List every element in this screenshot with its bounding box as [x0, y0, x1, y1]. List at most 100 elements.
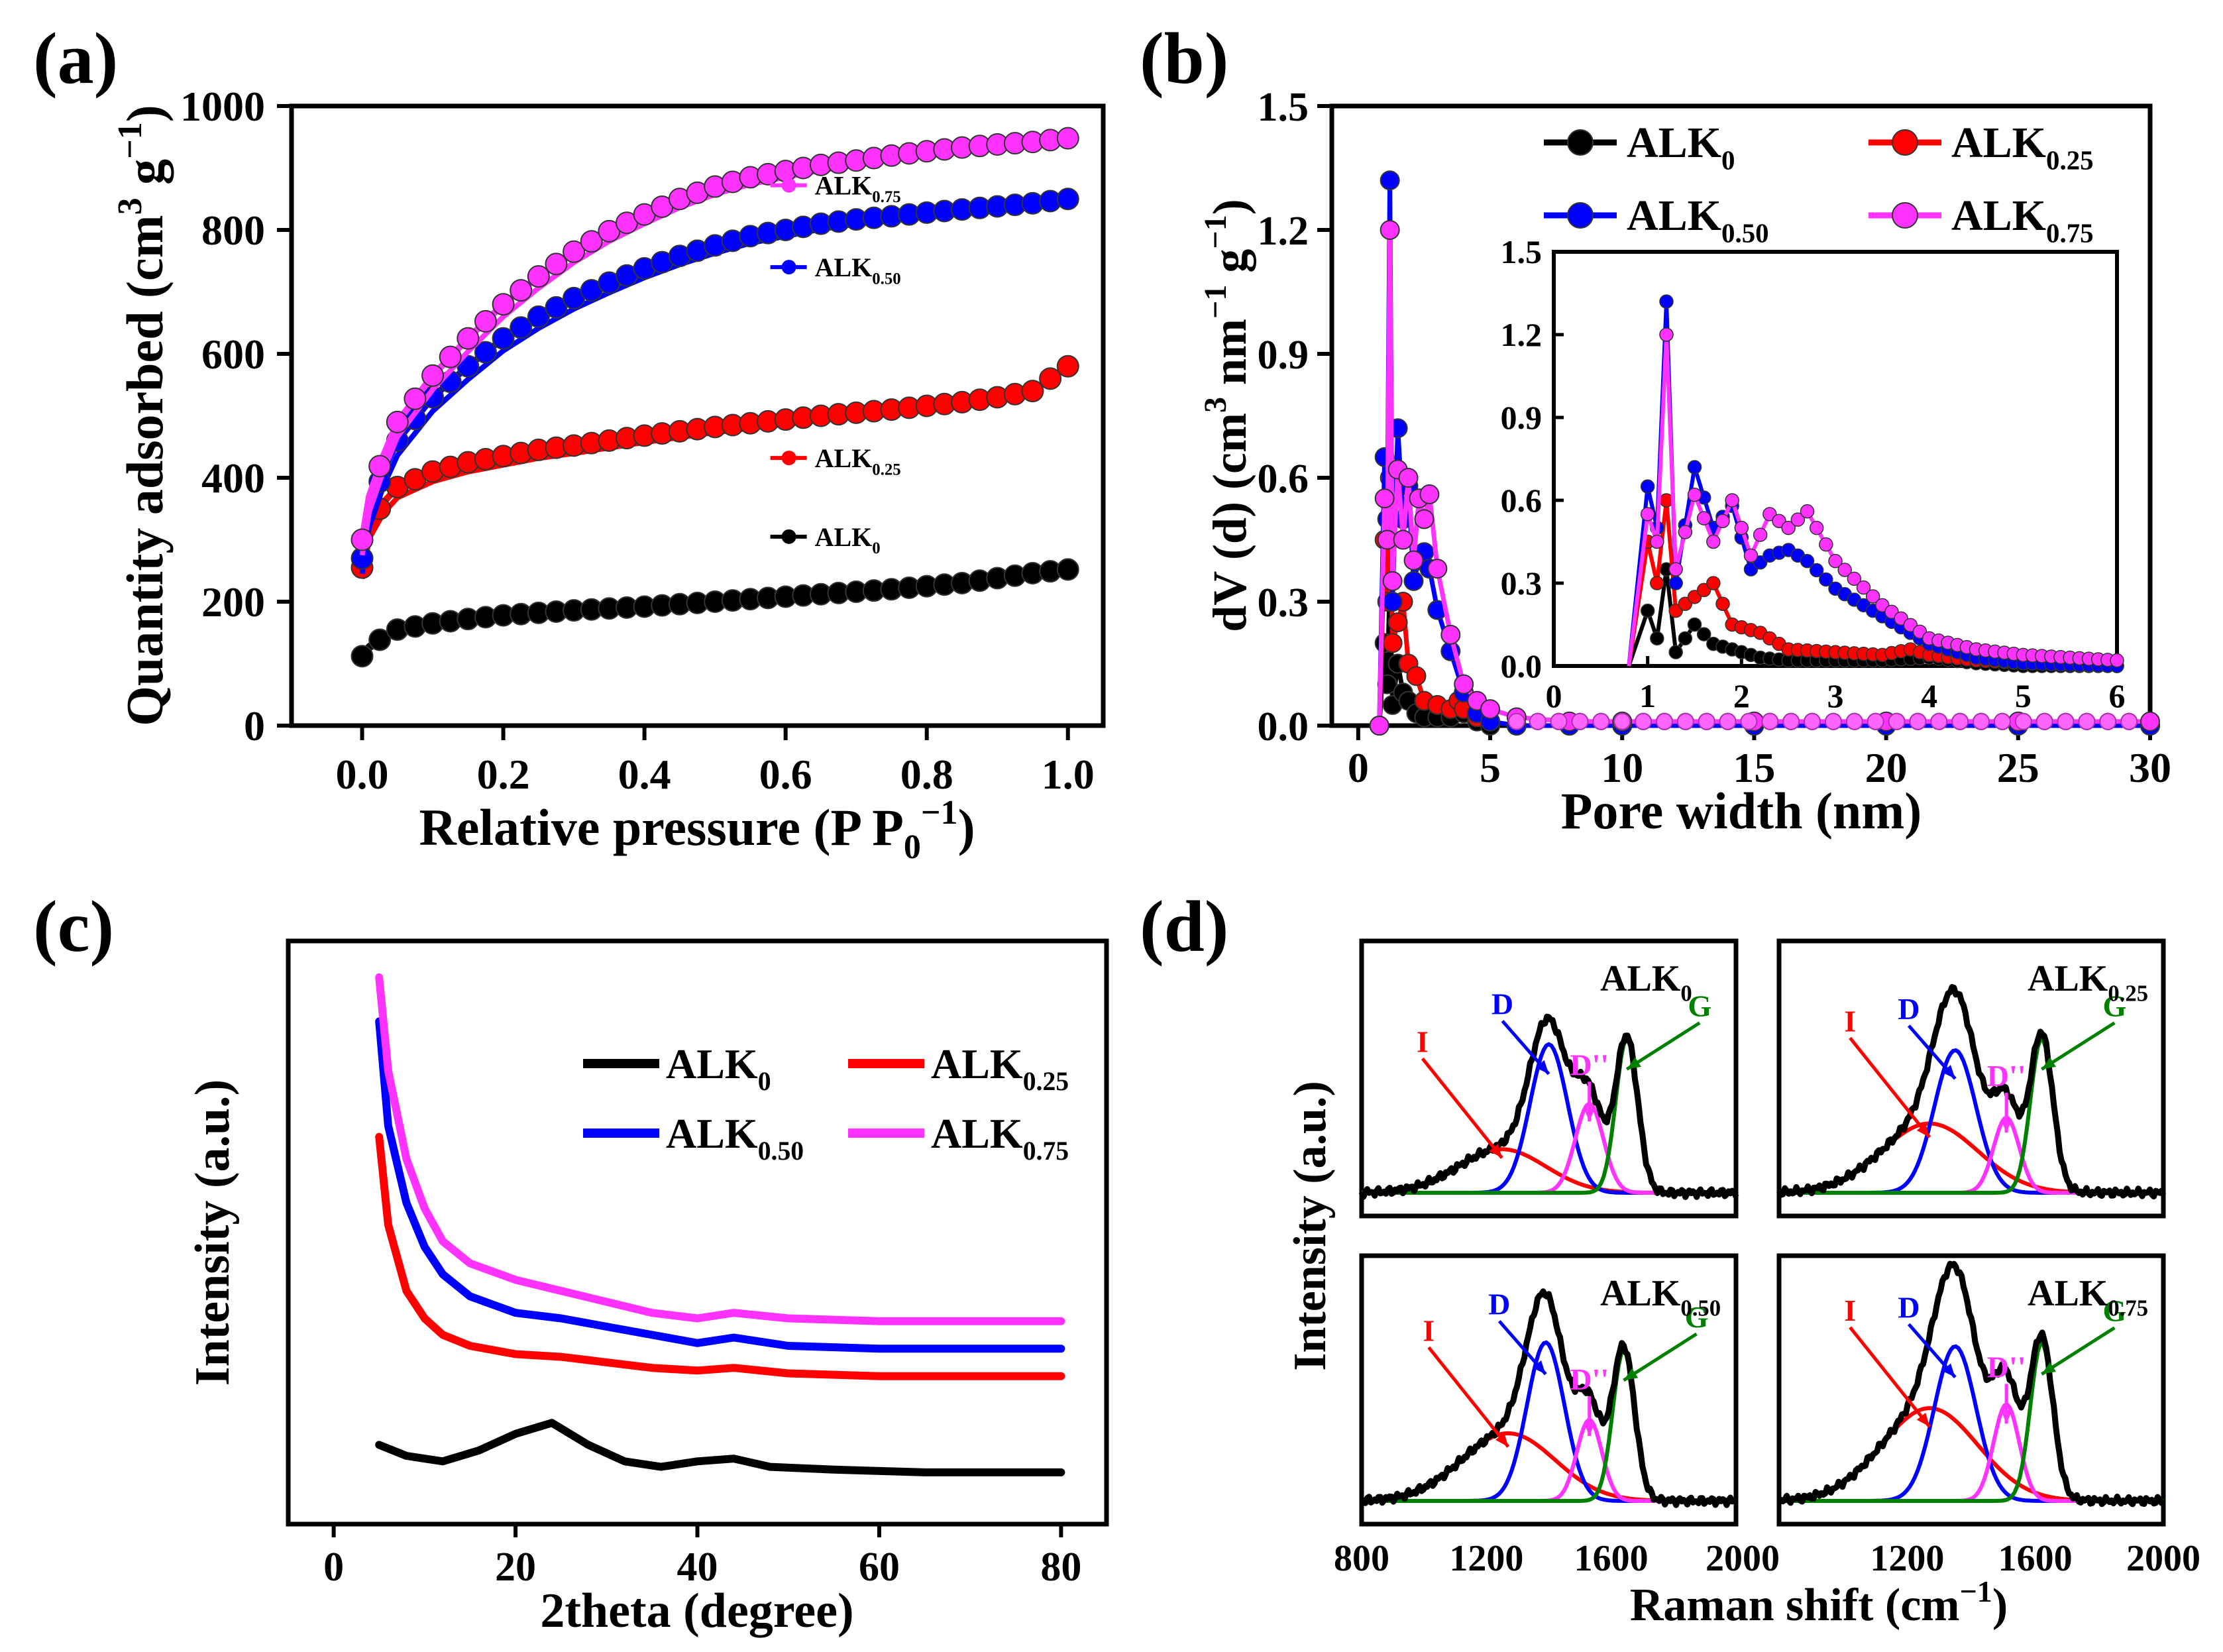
chart-b-point	[1804, 712, 1821, 730]
chart-c: 0 20 40 60 80 ALK0 ALK0.25 ALK0.50 ALK0.75 2the…	[186, 938, 1109, 1638]
chart-b-inset-point	[1706, 576, 1721, 590]
chart-d-arrowhead	[1623, 1368, 1639, 1381]
chart-b-inset-xtick-label: 4	[1921, 677, 1937, 714]
chart-b-inset-xtick-label: 2	[1733, 677, 1750, 714]
chart-b-inset-ytick-label: 0.6	[1501, 482, 1543, 519]
chart-d-envelope	[1776, 984, 2167, 1200]
chart-d-xlabel: Raman shift (cm−1)	[1630, 1574, 2008, 1631]
chart-d-peak-label: D''	[1987, 1350, 2026, 1384]
chart-b-inset-point	[1659, 294, 1674, 309]
chart-b-inset-point	[1687, 487, 1702, 502]
chart-a-legend-marker	[781, 529, 796, 544]
chart-a-point	[439, 345, 462, 368]
chart-d-envelope	[1360, 1288, 1737, 1508]
chart-b-inset-point	[1640, 479, 1655, 494]
chart-b-xtick-label: 0	[1348, 744, 1369, 791]
chart-b-inset-point	[1800, 553, 1815, 569]
chart-b-point	[1480, 699, 1501, 720]
chart-b-inset-point	[1678, 631, 1693, 646]
chart-d-arrowhead	[1584, 1108, 1596, 1122]
chart-b-xtick-label: 15	[1733, 744, 1775, 791]
chart-d-xtick-label: 1600	[1574, 1538, 1649, 1579]
chart-d-arrow-I	[1849, 1326, 1931, 1428]
chart-c-xtick-label: 20	[495, 1545, 536, 1590]
chart-a-point	[527, 265, 550, 288]
chart-b-point	[1387, 612, 1408, 633]
chart-b-legend-marker	[1567, 202, 1594, 229]
chart-b-inset-point	[1640, 603, 1655, 618]
chart-b-inset-point	[1847, 571, 1862, 586]
chart-d-xtick-label: 800	[1334, 1538, 1389, 1579]
chart-b-inset-point	[2110, 653, 2124, 668]
chart-b-inset-point	[1687, 617, 1702, 632]
chart-b-point	[1613, 712, 1631, 730]
chart-b-point	[2099, 712, 2117, 730]
chart-d-subplot-frame	[1359, 938, 1739, 1219]
chart-a-xlabel: Relative pressure (P P0−1)	[419, 794, 975, 866]
chart-d-xtick-label: 1600	[1998, 1538, 2073, 1579]
chart-d-arrowhead	[1535, 1060, 1549, 1074]
chart-b-inset-point	[1696, 627, 1711, 641]
chart-a-legend-marker	[781, 451, 796, 466]
chart-b-point	[1698, 712, 1715, 730]
chart-d-arrow-G	[1623, 1332, 1698, 1382]
chart-d-peak-label: D''	[1570, 1362, 1609, 1396]
chart-b-point	[1382, 571, 1403, 591]
chart-a-ytick-label: 0	[244, 702, 265, 749]
chart-b-inset-point	[1837, 563, 1852, 577]
chart-b-inset-point	[1696, 511, 1711, 525]
chart-a-ylabel: Quantity adsorbed (cm3 g−1)	[111, 105, 174, 726]
chart-b-point	[1440, 624, 1461, 645]
chart-d-arrowhead	[1942, 1064, 1955, 1079]
chart-b-ytick-label: 1.5	[1258, 85, 1309, 130]
chart-a-xtick-label: 0.2	[477, 751, 530, 798]
chart-b-point	[2014, 712, 2032, 730]
chart-b-inset-xtick-label: 5	[2015, 677, 2032, 714]
chart-b-legend-label: ALK0.75	[1951, 192, 2094, 248]
chart-b-xtick-label: 25	[1997, 744, 2039, 791]
chart-b-inset-point	[1725, 493, 1739, 508]
chart-a-xtick-label: 0.8	[900, 751, 953, 798]
chart-d-peak-label: I	[1844, 1294, 1856, 1327]
chart-b-point	[1427, 559, 1448, 579]
chart-b-inset-ytick-label: 1.2	[1501, 316, 1543, 353]
chart-c-xtick-label: 40	[677, 1545, 718, 1590]
chart-b-point	[1380, 170, 1400, 191]
chart-b-point	[1740, 712, 1758, 730]
chart-b-inset-point	[1706, 534, 1721, 549]
chart-d-arrowhead	[1942, 1363, 1955, 1378]
chart-b-inset-point	[1678, 525, 1693, 539]
chart-c-legend-label: ALK0.50	[666, 1110, 804, 1166]
chart-c-xtick-label: 80	[1040, 1545, 1081, 1590]
chart-d-subplot-title: ALK0.75	[2028, 1273, 2148, 1321]
chart-d-peak-label: G	[2102, 989, 2126, 1023]
chart-a-point	[1039, 367, 1062, 390]
chart-b-legend-marker	[1892, 129, 1918, 156]
chart-b-inset-point	[1781, 520, 1796, 535]
chart-b-inset-point	[1809, 520, 1824, 535]
chart-d-arrowhead	[1533, 1360, 1546, 1374]
chart-b-inset-point	[1668, 576, 1683, 590]
chart-b-xtick-label: 5	[1480, 744, 1501, 791]
chart-b-point	[2057, 712, 2075, 730]
chart-b-point	[1369, 716, 1389, 736]
chart-d-arrowhead	[1584, 1422, 1596, 1437]
chart-b-xtick-label: 10	[1601, 744, 1643, 791]
chart-b-inset-point	[1856, 580, 1871, 595]
panel-label-d: (d)	[1140, 886, 1228, 967]
chart-d-envelope	[1358, 1013, 1739, 1200]
chart-a-legend-marker	[781, 178, 796, 193]
chart-b-ytick-label: 0.3	[1258, 580, 1309, 626]
chart-b-inset-ytick-label: 0.0	[1501, 647, 1543, 685]
chart-b-point	[1845, 712, 1863, 730]
chart-b-inset-frame	[1552, 250, 2119, 668]
chart-b-inset-point	[1819, 572, 1833, 587]
panel-label-a: (a)	[33, 18, 118, 99]
chart-a-legend-label: ALK0.50	[815, 252, 901, 288]
chart-a-point	[474, 341, 497, 364]
chart-b-inset-ytick-label: 1.5	[1501, 233, 1543, 270]
